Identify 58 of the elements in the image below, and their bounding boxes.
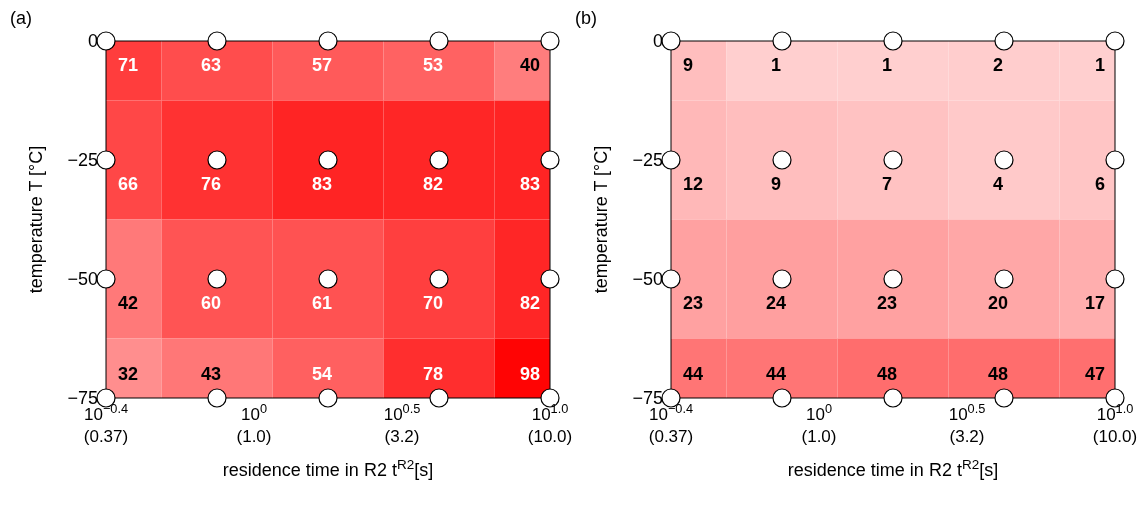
- data-label: 1: [770, 55, 782, 75]
- data-label: 82: [519, 293, 540, 313]
- data-label: 47: [1084, 364, 1105, 384]
- data-label: 7: [881, 174, 893, 194]
- data-label: 63: [200, 55, 222, 75]
- data-label: 17: [1084, 293, 1105, 313]
- y-tick-label: −25: [67, 150, 98, 171]
- data-label: 9: [683, 55, 694, 75]
- chart-title: (a): [10, 8, 32, 29]
- data-label: 9: [770, 174, 782, 194]
- data-label: 78: [422, 364, 444, 384]
- data-label: 20: [987, 293, 1009, 313]
- data-label: 1: [881, 55, 893, 75]
- y-tick-label: −25: [632, 150, 663, 171]
- data-label: 1: [1094, 55, 1105, 75]
- data-label: 71: [118, 55, 139, 75]
- data-label: 83: [311, 174, 333, 194]
- data-label: 2: [992, 55, 1004, 75]
- chart-title: (b): [575, 8, 597, 29]
- data-label: 4: [992, 174, 1004, 194]
- data-label: 70: [422, 293, 444, 313]
- data-label: 12: [683, 174, 704, 194]
- text: 10$^{1.0}$ (10.0): [527, 400, 573, 446]
- data-label: 48: [987, 364, 1009, 384]
- text: 10$^{0}$ (1.0): [236, 400, 272, 446]
- y-tick-label: −50: [67, 269, 98, 290]
- data-label: 23: [683, 293, 704, 313]
- text: 10$^{1.0}$ (10.0): [1092, 400, 1138, 446]
- data-label: 43: [200, 364, 222, 384]
- text: 10$^{0}$ (1.0): [801, 400, 837, 446]
- data-label: 57: [311, 55, 333, 75]
- data-label: 24: [765, 293, 787, 313]
- data-label: 54: [311, 364, 333, 384]
- data-label: 44: [683, 364, 704, 384]
- y-tick-label: −50: [632, 269, 663, 290]
- data-label: 53: [422, 55, 444, 75]
- data-label: 32: [118, 364, 139, 384]
- data-label: 61: [311, 293, 333, 313]
- data-label: 66: [118, 174, 139, 194]
- data-label: 6: [1094, 174, 1105, 194]
- text: 10$^{0.5}$ (3.2): [383, 400, 421, 446]
- y-tick-label: 0: [652, 31, 663, 52]
- data-label: 76: [200, 174, 222, 194]
- y-axis-title: temperature T [°C]: [591, 145, 611, 294]
- data-label: 83: [519, 174, 540, 194]
- data-label: 60: [200, 293, 222, 313]
- data-label: 40: [519, 55, 540, 75]
- text: 10$^{0.5}$ (3.2): [948, 400, 986, 446]
- data-label: 82: [422, 174, 444, 194]
- data-label: 44: [765, 364, 787, 384]
- x-axis-title: residence time in R2 t$^{R2}$[s]: [787, 456, 999, 480]
- y-tick-label: 0: [87, 31, 98, 52]
- data-label: 42: [118, 293, 139, 313]
- data-label: 23: [876, 293, 898, 313]
- data-label: 98: [519, 364, 540, 384]
- x-axis-title: residence time in R2 t$^{R2}$[s]: [222, 456, 434, 480]
- y-axis-title: temperature T [°C]: [26, 145, 46, 294]
- data-label: 48: [876, 364, 898, 384]
